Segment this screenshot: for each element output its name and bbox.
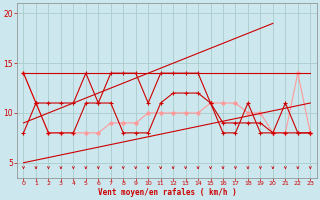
X-axis label: Vent moyen/en rafales ( km/h ): Vent moyen/en rafales ( km/h ) (98, 188, 236, 197)
